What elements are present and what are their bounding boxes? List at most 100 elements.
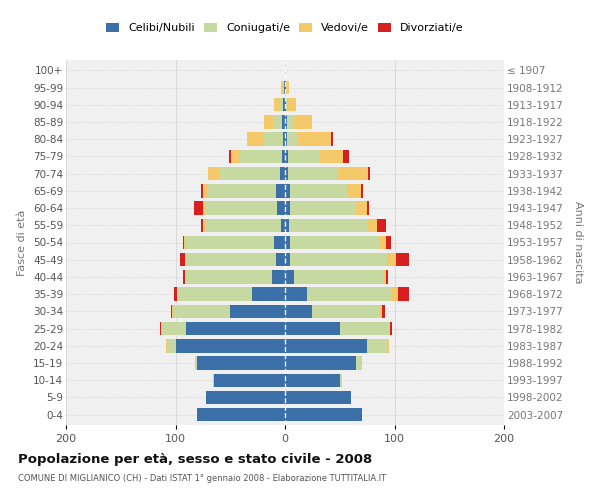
- Bar: [343, 150, 349, 163]
- Bar: [220, 167, 280, 180]
- Text: Femmine: Femmine: [0, 499, 1, 500]
- Bar: [285, 322, 340, 336]
- Bar: [283, 81, 284, 94]
- Bar: [290, 184, 347, 198]
- Bar: [173, 304, 230, 318]
- Bar: [195, 356, 197, 370]
- Bar: [285, 167, 288, 180]
- Bar: [274, 236, 285, 249]
- Bar: [361, 184, 363, 198]
- Bar: [307, 288, 392, 301]
- Bar: [383, 270, 386, 283]
- Bar: [398, 288, 409, 301]
- Bar: [185, 270, 187, 283]
- Bar: [285, 202, 290, 215]
- Bar: [187, 322, 285, 336]
- Bar: [176, 339, 285, 352]
- Bar: [230, 304, 285, 318]
- Bar: [283, 132, 285, 146]
- Bar: [200, 184, 203, 198]
- Bar: [178, 288, 252, 301]
- Text: Popolazione per età, sesso e stato civile - 2008: Popolazione per età, sesso e stato civil…: [18, 452, 372, 466]
- Bar: [252, 288, 285, 301]
- Text: Maschi: Maschi: [0, 499, 1, 500]
- Bar: [382, 304, 385, 318]
- Bar: [184, 236, 187, 249]
- Bar: [283, 98, 285, 112]
- Bar: [285, 116, 287, 128]
- Bar: [298, 132, 331, 146]
- Bar: [380, 304, 382, 318]
- Bar: [282, 116, 285, 128]
- Bar: [368, 218, 377, 232]
- Bar: [287, 98, 296, 112]
- Bar: [280, 98, 283, 112]
- Bar: [163, 322, 187, 336]
- Bar: [340, 322, 389, 336]
- Bar: [319, 150, 343, 163]
- Bar: [287, 132, 298, 146]
- Bar: [285, 374, 340, 387]
- Bar: [281, 218, 285, 232]
- Bar: [187, 270, 272, 283]
- Bar: [206, 218, 281, 232]
- Bar: [395, 253, 409, 266]
- Bar: [368, 167, 370, 180]
- Bar: [206, 202, 277, 215]
- Bar: [171, 304, 172, 318]
- Bar: [285, 218, 289, 232]
- Bar: [392, 288, 398, 301]
- Bar: [229, 150, 232, 163]
- Bar: [176, 288, 178, 301]
- Bar: [277, 202, 285, 215]
- Bar: [367, 339, 387, 352]
- Bar: [167, 339, 176, 352]
- Bar: [232, 150, 240, 163]
- Bar: [185, 253, 187, 266]
- Bar: [263, 132, 283, 146]
- Bar: [340, 374, 342, 387]
- Bar: [197, 408, 285, 422]
- Bar: [276, 253, 285, 266]
- Legend: Celibi/Nubili, Coniugati/e, Vedovi/e, Divorziati/e: Celibi/Nubili, Coniugati/e, Vedovi/e, Di…: [102, 18, 468, 38]
- Bar: [287, 116, 293, 128]
- Bar: [285, 408, 362, 422]
- Bar: [240, 150, 282, 163]
- Bar: [286, 81, 289, 94]
- Bar: [213, 374, 214, 387]
- Bar: [338, 167, 368, 180]
- Bar: [187, 236, 274, 249]
- Bar: [290, 253, 387, 266]
- Bar: [285, 356, 356, 370]
- Bar: [288, 167, 338, 180]
- Bar: [386, 236, 391, 249]
- Bar: [285, 150, 288, 163]
- Bar: [208, 167, 220, 180]
- Bar: [387, 253, 395, 266]
- Bar: [187, 253, 276, 266]
- Bar: [203, 184, 208, 198]
- Bar: [285, 132, 287, 146]
- Bar: [194, 202, 203, 215]
- Bar: [197, 356, 285, 370]
- Bar: [356, 202, 367, 215]
- Bar: [272, 270, 285, 283]
- Bar: [386, 270, 388, 283]
- Bar: [160, 322, 161, 336]
- Bar: [281, 81, 283, 94]
- Bar: [290, 236, 380, 249]
- Bar: [285, 236, 290, 249]
- Bar: [200, 218, 203, 232]
- Y-axis label: Fasce di età: Fasce di età: [17, 210, 28, 276]
- Bar: [285, 98, 286, 112]
- Bar: [247, 132, 263, 146]
- Bar: [264, 116, 273, 128]
- Bar: [377, 218, 386, 232]
- Bar: [313, 304, 380, 318]
- Bar: [203, 218, 206, 232]
- Bar: [286, 98, 287, 112]
- Bar: [285, 253, 290, 266]
- Bar: [175, 288, 176, 301]
- Bar: [285, 304, 313, 318]
- Bar: [288, 150, 319, 163]
